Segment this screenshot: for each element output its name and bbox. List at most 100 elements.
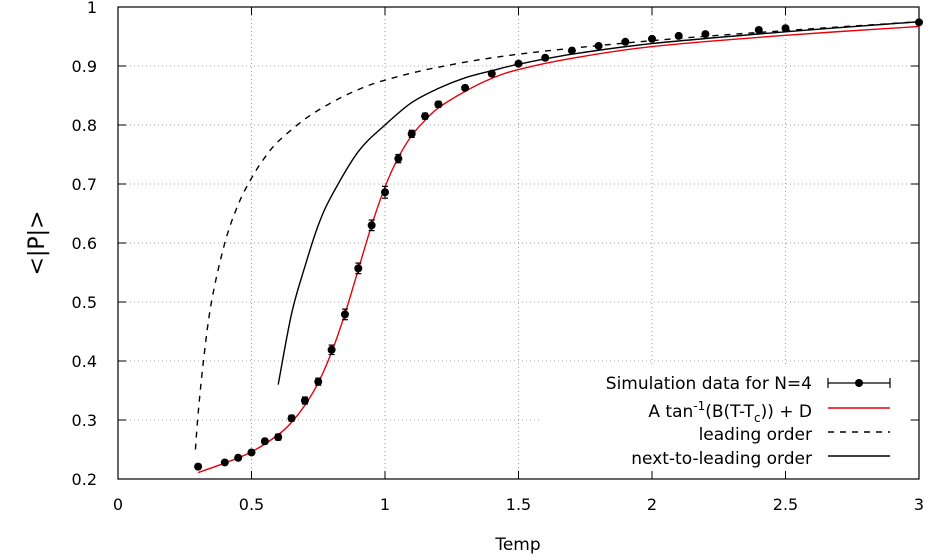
legend-fit-part1: A tan (648, 402, 693, 422)
x-axis-label: Temp (494, 535, 540, 555)
data-marker (327, 345, 336, 354)
data-marker (247, 448, 256, 457)
data-point (674, 31, 683, 40)
data-marker (260, 437, 269, 446)
x-tick-label: 0.5 (239, 495, 264, 514)
legend-fit-part3: )) + D (761, 402, 812, 422)
data-marker (340, 310, 349, 319)
data-point (541, 53, 550, 62)
data-marker (594, 41, 603, 50)
data-marker (381, 188, 389, 197)
data-marker (754, 26, 763, 35)
data-point (567, 46, 576, 55)
series-line-3 (277, 21, 920, 385)
legend-label-nlo: next-to-leading order (631, 449, 812, 469)
y-tick-label: 0.6 (72, 234, 97, 253)
data-point (434, 100, 443, 109)
data-point (648, 34, 656, 43)
legend-fit-superscript: -1 (693, 399, 705, 413)
data-marker (234, 453, 243, 462)
data-marker (514, 59, 523, 68)
data-point (514, 59, 523, 68)
data-point (327, 344, 336, 356)
data-marker (220, 458, 229, 467)
data-marker (915, 18, 923, 27)
data-marker (487, 69, 496, 78)
data-point (220, 458, 229, 467)
legend-fit-part2: (B(T-T (705, 402, 754, 422)
data-marker (701, 30, 710, 39)
x-tick-label: 3 (914, 495, 924, 514)
x-tick-label: 2.5 (773, 495, 798, 514)
data-point (300, 396, 309, 405)
data-point (754, 26, 763, 35)
data-point (621, 37, 630, 46)
axis-ticks (117, 6, 920, 480)
y-tick-label: 0.3 (72, 411, 97, 430)
data-point (274, 433, 283, 442)
data-point (340, 308, 349, 321)
series-line-2 (194, 21, 920, 450)
data-marker (407, 129, 416, 138)
legend-marker (855, 379, 863, 387)
legend-label-fit: A tan-1(B(T-Tc)) + D (648, 399, 812, 425)
legend-label-simulation: Simulation data for N=4 (606, 374, 812, 394)
data-marker (434, 100, 443, 109)
data-marker (367, 221, 376, 230)
x-tick-label: 1 (380, 495, 390, 514)
series-line-1 (197, 25, 920, 474)
y-tick-label: 1 (87, 0, 97, 17)
data-point (287, 414, 296, 423)
y-tick-label: 0.5 (72, 293, 97, 312)
data-point (260, 437, 269, 446)
data-marker (354, 264, 363, 273)
data-point (701, 30, 710, 39)
legend: Simulation data for N=4 A tan-1(B(T-Tc))… (606, 374, 891, 469)
data-point (234, 453, 243, 462)
y-axis-label: <|P|> (25, 211, 50, 276)
data-marker (314, 377, 323, 386)
x-tick-label: 0 (113, 495, 123, 514)
y-tick-label: 0.7 (72, 175, 97, 194)
data-point (594, 41, 603, 50)
data-marker (421, 112, 430, 121)
data-marker (287, 414, 296, 423)
y-tick-label: 0.9 (72, 57, 97, 76)
data-marker (648, 34, 656, 43)
data-marker (394, 154, 403, 163)
y-tick-label: 0.4 (72, 352, 97, 371)
legend-fit-subscript: c (754, 411, 761, 425)
data-point (381, 185, 389, 199)
y-tick-label: 0.2 (72, 470, 97, 489)
data-marker (621, 37, 630, 46)
data-point (314, 377, 323, 386)
data-point (781, 24, 790, 33)
data-point (915, 18, 923, 27)
data-marker (300, 396, 309, 405)
data-point (407, 129, 416, 138)
data-marker (461, 83, 470, 92)
data-marker (567, 46, 576, 55)
data-point (354, 262, 363, 275)
data-marker (781, 24, 790, 33)
data-point (421, 112, 430, 121)
series-layer (194, 18, 923, 474)
data-marker (194, 462, 203, 471)
x-tick-label: 1.5 (506, 495, 531, 514)
data-point (194, 462, 203, 471)
y-axis-tick-labels: 0.2 0.3 0.4 0.5 0.6 0.7 0.8 0.9 1 (72, 0, 97, 489)
data-point (487, 69, 496, 78)
legend-symbol-simulation (827, 378, 891, 388)
x-axis-tick-labels: 0 0.5 1 1.5 2 2.5 3 (113, 495, 924, 514)
data-point (461, 83, 470, 92)
y-tick-label: 0.8 (72, 116, 97, 135)
data-marker (674, 31, 683, 40)
data-point (367, 219, 376, 232)
data-marker (274, 433, 283, 442)
data-point (394, 153, 403, 164)
data-marker (541, 53, 550, 62)
legend-label-leading: leading order (699, 425, 812, 445)
x-tick-label: 2 (647, 495, 657, 514)
data-point (247, 448, 256, 457)
